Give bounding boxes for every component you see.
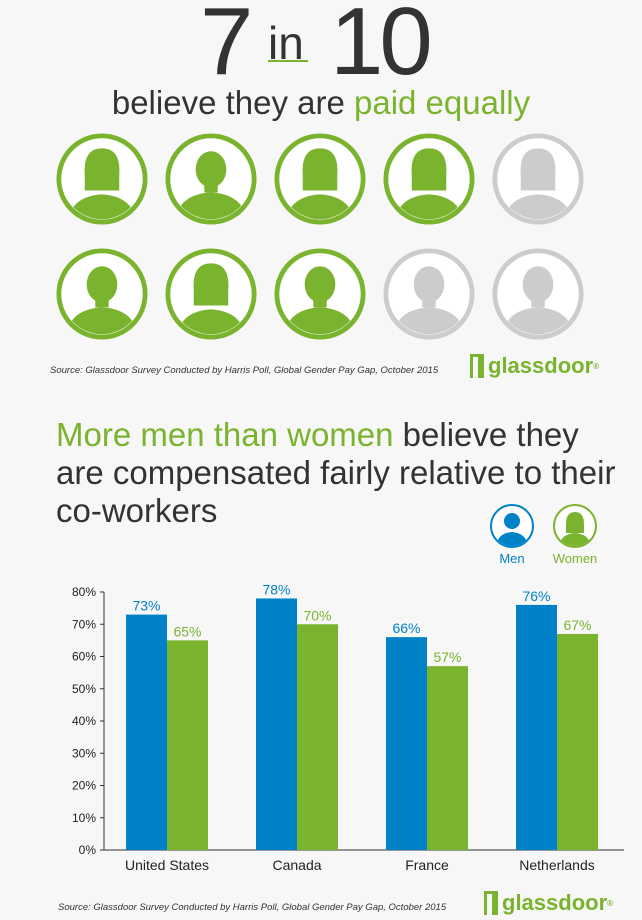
bar-women [427, 666, 468, 850]
stat-subtitle: believe they are paid equally [0, 84, 642, 122]
data-label-women: 70% [303, 607, 331, 623]
y-tick-label: 20% [72, 779, 96, 793]
data-label-men: 66% [392, 620, 420, 636]
section-headline: More men than women believe they are com… [56, 416, 616, 530]
glassdoor-logo-bottom: glassdoor ® [484, 890, 614, 918]
bar-chart: 0% 10% 20% 30% 40% 50% 60% 70% 80% 73% 65% United S… [72, 581, 624, 873]
female-person-icon [383, 133, 475, 225]
male-person-icon [492, 248, 584, 340]
glassdoor-mark-icon [484, 891, 498, 918]
logo-text: glassdoor [502, 890, 608, 915]
y-tick-label: 50% [72, 682, 96, 696]
source-note-bottom: Source: Glassdoor Survey Conducted by Ha… [58, 902, 447, 913]
glassdoor-mark-icon [470, 354, 484, 381]
male-person-icon [274, 248, 366, 340]
y-tick-label: 10% [72, 811, 96, 825]
source-note-top: Source: Glassdoor Survey Conducted by Ha… [50, 365, 439, 376]
x-tick-label: United States [125, 857, 209, 873]
legend-men-label: Men [499, 551, 525, 566]
data-label-women: 67% [563, 617, 591, 633]
female-person-icon [165, 248, 257, 340]
headline-highlight: More men than women [56, 416, 394, 453]
x-tick-label: Netherlands [519, 857, 595, 873]
connector-underline [268, 60, 308, 62]
y-tick-label: 70% [72, 617, 96, 631]
bar-men [126, 614, 167, 850]
bar-men [516, 604, 557, 850]
legend-women-icon [553, 504, 597, 548]
x-tick-label: France [405, 857, 449, 873]
stat-number-left: 7 [200, 0, 253, 95]
data-label-men: 78% [262, 581, 290, 597]
headline-rest: believe they are compensated fairly rela… [56, 416, 616, 529]
male-person-icon [165, 133, 257, 225]
data-label-women: 57% [433, 649, 461, 665]
y-tick-label: 0% [79, 843, 97, 857]
legend-men-icon [490, 504, 534, 548]
logo-text: glassdoor [488, 353, 594, 378]
bar-women [167, 640, 208, 850]
female-person-icon [492, 133, 584, 225]
logo-registered: ® [593, 361, 600, 371]
bar-men [256, 598, 297, 850]
male-person-icon [56, 248, 148, 340]
y-tick-label: 40% [72, 714, 96, 728]
bar-men [386, 637, 427, 850]
data-label-men: 76% [522, 588, 550, 604]
male-person-icon [383, 248, 475, 340]
glassdoor-logo-top: glassdoor ® [470, 353, 600, 381]
x-tick-label: Canada [272, 857, 321, 873]
logo-registered: ® [607, 898, 614, 908]
subtitle-highlight: paid equally [354, 84, 531, 121]
legend-women-label: Women [552, 551, 598, 566]
stat-number-right: 10 [330, 0, 433, 95]
y-tick-label: 80% [72, 585, 96, 599]
data-label-women: 65% [173, 623, 201, 639]
data-label-men: 73% [132, 598, 160, 614]
people-icon-grid [56, 133, 596, 343]
y-tick-label: 30% [72, 746, 96, 760]
bar-women [557, 633, 598, 850]
female-person-icon [56, 133, 148, 225]
stat-connector: in [268, 17, 304, 69]
y-tick-label: 60% [72, 650, 96, 664]
bar-women [297, 624, 338, 850]
female-person-icon [274, 133, 366, 225]
subtitle-plain: believe they are [111, 84, 354, 121]
